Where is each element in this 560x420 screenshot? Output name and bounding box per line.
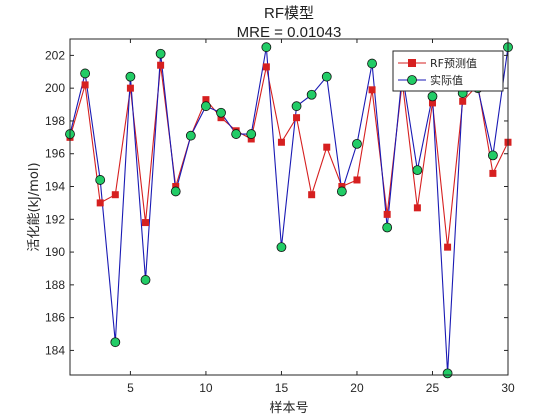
data-point-actual	[95, 175, 106, 185]
x-axis-label: 样本号	[269, 401, 308, 416]
y-tick-label: 198	[45, 114, 65, 128]
data-point-predicted	[172, 183, 180, 191]
data-point-predicted	[413, 204, 421, 212]
y-axis-label: 活化能(kJ/mol)	[27, 162, 42, 251]
x-axis: 5 10 15 20 25 30	[127, 39, 515, 395]
data-point-actual	[276, 242, 287, 253]
data-point-predicted	[217, 114, 225, 122]
x-tick-label: 15	[275, 381, 289, 395]
x-tick-label: 20	[350, 381, 364, 395]
data-point-actual	[216, 107, 226, 118]
y-tick-label: 200	[45, 81, 65, 95]
data-point-predicted	[293, 114, 301, 122]
y-tick-label: 194	[45, 180, 65, 194]
y-tick-label: 188	[45, 278, 65, 292]
y-tick-label: 184	[45, 343, 65, 357]
chart-subtitle: MRE = 0.01043	[237, 24, 342, 41]
data-point-predicted	[277, 138, 285, 146]
data-point-predicted	[202, 96, 210, 104]
data-point-actual	[155, 48, 166, 59]
data-point-actual	[185, 130, 196, 141]
x-tick-label: 30	[501, 381, 515, 395]
data-point-actual	[487, 150, 498, 161]
data-point-predicted	[247, 135, 255, 143]
y-tick-label: 202	[45, 48, 65, 62]
data-point-predicted	[262, 63, 270, 71]
y-tick-label: 196	[45, 147, 65, 161]
data-point-predicted	[459, 97, 467, 105]
data-point-actual	[246, 129, 257, 139]
chart-title: RF模型	[264, 5, 314, 22]
data-point-actual	[140, 275, 151, 285]
data-point-predicted	[428, 99, 436, 107]
data-point-predicted	[368, 86, 376, 94]
data-point-actual	[352, 138, 362, 149]
legend-marker-predicted	[408, 59, 416, 67]
x-tick-label: 10	[199, 381, 213, 395]
data-point-actual	[291, 101, 302, 112]
data-point-predicted	[142, 219, 150, 227]
data-point-actual	[80, 68, 91, 79]
legend-marker-actual	[407, 75, 417, 85]
data-point-actual	[367, 58, 377, 69]
data-point-actual	[170, 186, 181, 197]
data-point-actual	[110, 337, 121, 348]
data-point-predicted	[353, 176, 361, 184]
data-point-actual	[336, 186, 347, 197]
data-point-actual	[125, 71, 136, 82]
data-point-predicted	[126, 84, 134, 92]
y-tick-label: 190	[45, 245, 65, 259]
data-point-actual	[427, 91, 438, 102]
y-tick-label: 192	[45, 212, 65, 226]
x-tick-label: 5	[127, 381, 134, 395]
legend: RF预测值 实际值	[392, 50, 504, 92]
data-point-actual	[201, 101, 211, 112]
data-point-predicted	[308, 191, 316, 199]
data-point-actual	[412, 165, 423, 176]
data-point-predicted	[383, 210, 391, 218]
data-point-predicted	[81, 81, 89, 89]
legend-label-predicted: RF预测值	[430, 57, 477, 70]
y-axis: 184 186 188 190 192 194 196 198 200 202	[45, 48, 508, 357]
data-point-actual	[442, 368, 453, 379]
data-point-actual	[382, 222, 393, 233]
data-point-actual	[231, 129, 242, 139]
series-line-predicted	[69, 65, 509, 248]
data-point-predicted	[111, 191, 119, 199]
data-point-predicted	[489, 169, 497, 177]
data-point-actual	[261, 42, 272, 53]
data-point-predicted	[323, 143, 331, 151]
x-tick-label: 25	[426, 381, 440, 395]
legend-label-actual: 实际值	[430, 73, 463, 87]
data-point-predicted	[157, 61, 165, 69]
data-point-predicted	[338, 183, 346, 191]
data-point-actual	[306, 89, 317, 100]
series-line-actual	[69, 47, 509, 374]
data-point-predicted	[96, 199, 104, 207]
plot-frame	[69, 38, 509, 376]
data-point-actual	[321, 71, 332, 82]
data-point-predicted	[444, 243, 452, 251]
y-tick-label: 186	[45, 311, 65, 325]
